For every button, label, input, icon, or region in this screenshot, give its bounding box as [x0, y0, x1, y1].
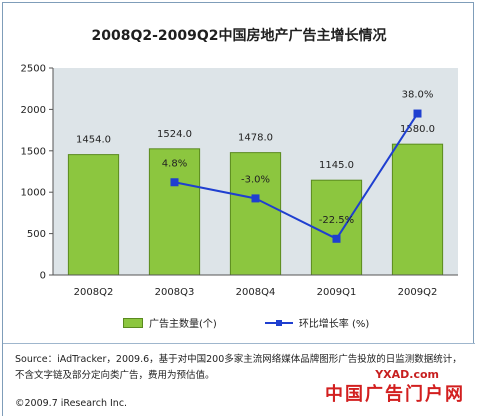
growth-point	[413, 109, 422, 118]
y-axis: 0 500 1000 1500 2000 2500	[21, 64, 54, 282]
growth-point	[332, 234, 341, 243]
legend-bar-label: 广告主数量(个)	[149, 319, 217, 330]
bar-value-label: 1478.0	[238, 133, 273, 144]
legend-bar-swatch	[123, 317, 143, 328]
x-tick-label: 2008Q2	[74, 287, 114, 298]
y-tick-label: 2000	[21, 105, 46, 116]
growth-label: 4.8%	[162, 158, 187, 169]
growth-label: -22.5%	[319, 215, 354, 226]
bar-value-label: 1454.0	[76, 135, 111, 146]
source-note: Source：iAdTracker，2009.6，基于对中国200多家主流网络媒…	[15, 354, 462, 381]
legend-item-line: 环比增长率 (%)	[264, 315, 370, 330]
legend-item-bar: 广告主数量(个)	[123, 315, 217, 330]
x-tick-label: 2009Q2	[398, 287, 438, 298]
bar	[391, 143, 444, 276]
watermark-url: YXAD.com	[375, 368, 439, 381]
y-tick-label: 500	[27, 229, 46, 240]
y-tick-label: 2500	[21, 64, 46, 75]
growth-line-group: 4.8% -3.0% -22.5% 38.0%	[162, 90, 434, 243]
x-axis: 2008Q2 2008Q3 2008Q4 2009Q1 2009Q2	[53, 274, 458, 298]
y-tick-label: 0	[40, 271, 46, 282]
footer: Source：iAdTracker，2009.6，基于对中国200多家主流网络媒…	[3, 343, 475, 417]
legend: 广告主数量(个) 环比增长率 (%)	[123, 315, 417, 330]
legend-line-label: 环比增长率 (%)	[298, 319, 370, 330]
bar-value-label: 1524.0	[157, 129, 192, 140]
growth-line	[174, 112, 419, 241]
copyright: ©2009.7 iResearch Inc.	[15, 398, 128, 409]
watermark-logo: 中国广告门户网	[325, 384, 465, 405]
y-tick-label: 1500	[21, 146, 46, 157]
bar-value-label: 1145.0	[319, 160, 354, 171]
bar	[229, 152, 282, 276]
chart-title: 2008Q2-2009Q2中国房地产广告主增长情况	[91, 28, 387, 44]
bar	[67, 154, 120, 276]
x-tick-label: 2008Q3	[155, 287, 195, 298]
growth-label: 38.0%	[402, 90, 434, 101]
y-tick-label: 1000	[21, 188, 46, 199]
growth-point	[251, 194, 260, 203]
bar-value-label: 1580.0	[400, 124, 435, 135]
bar	[148, 148, 201, 276]
x-tick-label: 2008Q4	[236, 287, 276, 298]
growth-point	[170, 178, 179, 187]
bar	[310, 179, 363, 276]
growth-label: -3.0%	[241, 174, 270, 185]
bars-group: 1454.0 1524.0 1478.0 1145.0 1580.0	[67, 124, 444, 276]
x-tick-label: 2009Q1	[317, 287, 357, 298]
legend-line-swatch	[264, 318, 293, 328]
